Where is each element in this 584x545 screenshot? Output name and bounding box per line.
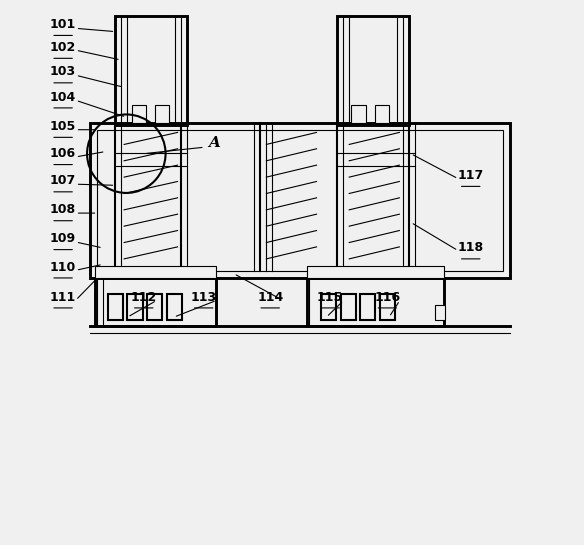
Bar (307, 266, 444, 278)
Bar (321, 294, 336, 320)
Bar (375, 105, 389, 123)
Text: 107: 107 (50, 174, 77, 187)
Bar (115, 16, 187, 125)
Bar (98, 130, 503, 271)
Text: 109: 109 (50, 232, 76, 245)
Text: 101: 101 (50, 18, 77, 31)
Bar (337, 16, 409, 125)
Bar (435, 305, 444, 320)
Bar (127, 294, 142, 320)
Bar (147, 294, 162, 320)
Bar (91, 123, 510, 278)
Text: 108: 108 (50, 203, 76, 216)
Text: 118: 118 (458, 241, 484, 255)
Text: 114: 114 (257, 290, 283, 304)
Bar (340, 294, 356, 320)
Text: 105: 105 (50, 120, 77, 133)
Bar (307, 278, 444, 326)
Text: 116: 116 (374, 290, 401, 304)
Text: 115: 115 (317, 290, 343, 304)
Text: 104: 104 (50, 90, 77, 104)
Bar (95, 278, 215, 326)
Bar (360, 294, 376, 320)
Text: A: A (208, 136, 221, 150)
Bar (108, 294, 123, 320)
Bar (155, 105, 169, 123)
Bar (380, 294, 395, 320)
Bar (133, 105, 147, 123)
Text: 103: 103 (50, 65, 76, 78)
Text: 112: 112 (131, 290, 157, 304)
Text: 102: 102 (50, 41, 77, 54)
Bar (352, 105, 366, 123)
Text: 111: 111 (50, 290, 77, 304)
Text: 106: 106 (50, 147, 76, 160)
Text: 113: 113 (190, 290, 217, 304)
Text: 117: 117 (458, 169, 484, 182)
Text: 110: 110 (50, 261, 77, 274)
Bar (95, 266, 215, 278)
Bar (166, 294, 182, 320)
